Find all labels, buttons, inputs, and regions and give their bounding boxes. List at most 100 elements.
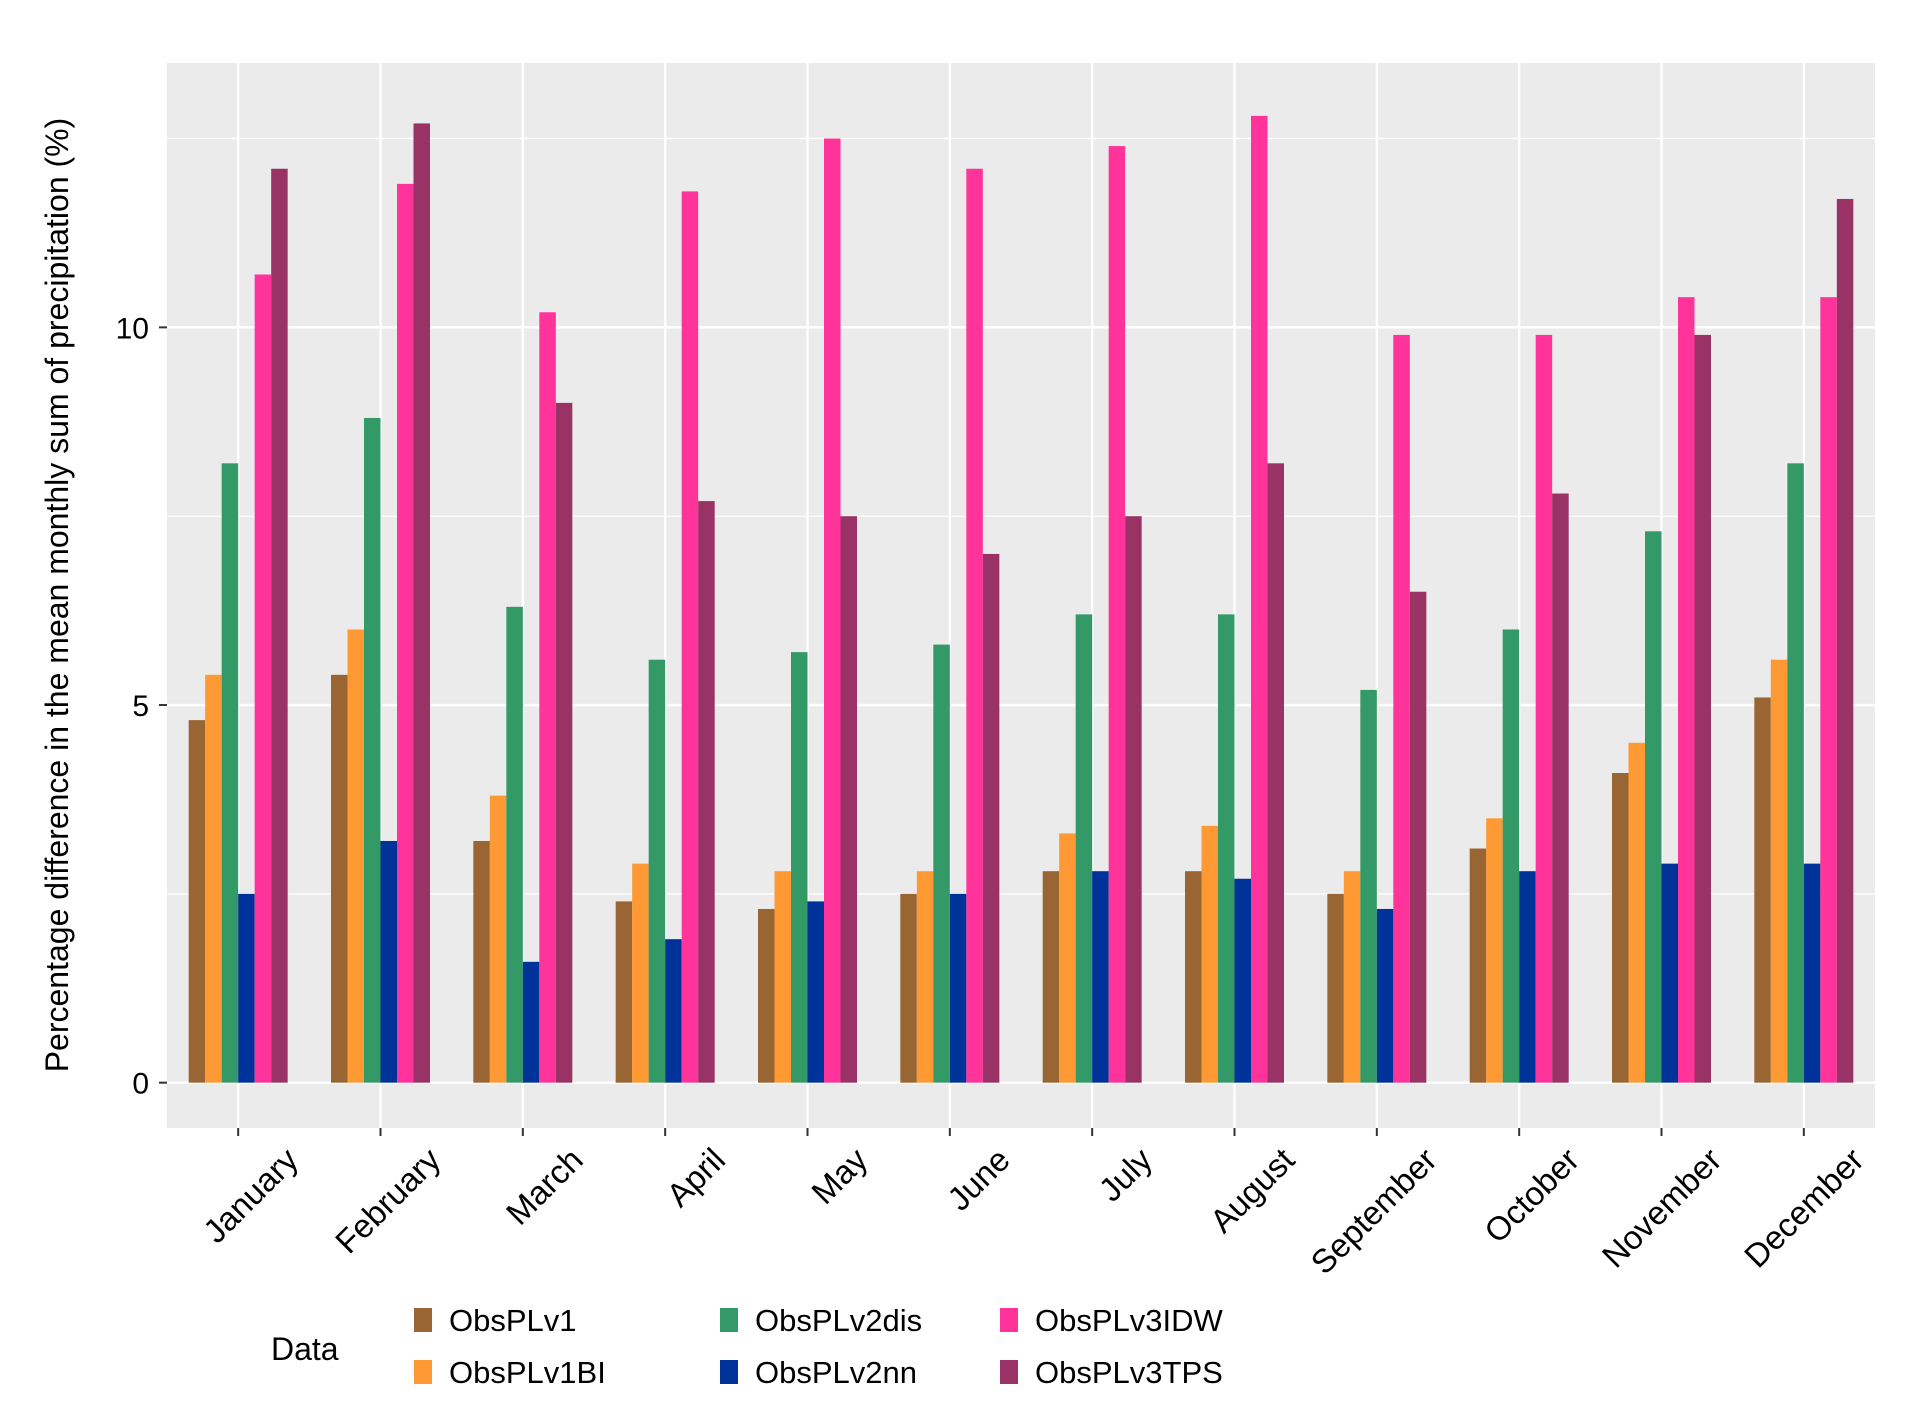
- bar: [380, 840, 397, 1083]
- legend-label: ObsPLv2nn: [755, 1355, 917, 1390]
- bar: [555, 402, 573, 1083]
- bar: [205, 674, 222, 1083]
- legend-item: ObsPLv2nn: [720, 1355, 917, 1390]
- bar: [188, 720, 206, 1083]
- bar: [933, 644, 950, 1083]
- bar: [824, 138, 841, 1083]
- bar: [254, 274, 272, 1083]
- bar: [1185, 871, 1202, 1083]
- bar: [1469, 848, 1487, 1083]
- series-ObsPLv3TPS: [271, 123, 1854, 1083]
- x-tick-label: September: [1303, 1141, 1443, 1281]
- bar: [1770, 659, 1788, 1083]
- bar: [1218, 614, 1235, 1083]
- bar: [1409, 591, 1427, 1083]
- bar: [900, 893, 917, 1083]
- series-ObsPLv1: [188, 674, 1771, 1083]
- bar: [364, 418, 381, 1083]
- bar: [1343, 871, 1361, 1083]
- bar: [522, 961, 540, 1083]
- bar: [331, 674, 348, 1083]
- bar: [1552, 493, 1569, 1083]
- series-ObsPLv2nn: [238, 840, 1821, 1083]
- bar: [506, 606, 523, 1083]
- bar: [1820, 297, 1837, 1083]
- bar: [1042, 871, 1060, 1083]
- y-axis: 0 5 10: [116, 312, 167, 1101]
- bar: [665, 939, 682, 1083]
- bar: [615, 901, 633, 1083]
- bar: [397, 183, 414, 1083]
- bar: [1092, 871, 1109, 1083]
- y-axis-title: Percentage difference in the mean monthl…: [39, 118, 75, 1073]
- bar: [1234, 878, 1251, 1083]
- bar: [473, 840, 490, 1083]
- legend-swatch: [414, 1308, 432, 1332]
- bar: [1486, 818, 1503, 1083]
- bar: [1535, 334, 1553, 1083]
- bar: [1376, 908, 1394, 1083]
- x-tick-label: August: [1203, 1141, 1302, 1240]
- legend-label: ObsPLv1: [449, 1303, 577, 1338]
- bar: [774, 871, 791, 1083]
- bar: [221, 463, 239, 1083]
- legend-item: ObsPLv1: [414, 1303, 577, 1338]
- minor-gridlines: [167, 137, 1875, 895]
- bar: [1661, 863, 1678, 1083]
- bar: [949, 893, 967, 1083]
- bar: [648, 659, 666, 1083]
- bar: [807, 901, 824, 1083]
- x-tick-label: February: [328, 1140, 448, 1260]
- y-tick-label: 5: [132, 690, 149, 723]
- legend-item: ObsPLv2dis: [720, 1303, 922, 1338]
- legend-swatch: [1000, 1308, 1018, 1332]
- bar: [681, 191, 699, 1083]
- x-tick-label: October: [1477, 1141, 1586, 1250]
- x-tick-label: April: [659, 1141, 732, 1214]
- bar: [1251, 115, 1268, 1083]
- series-ObsPLv2dis: [221, 418, 1804, 1083]
- bar: [1059, 833, 1076, 1083]
- y-tick-label: 10: [116, 312, 149, 345]
- legend-label: ObsPLv2dis: [755, 1303, 922, 1338]
- bar: [1787, 463, 1804, 1083]
- legend-label: ObsPLv3IDW: [1035, 1303, 1224, 1338]
- legend-label: ObsPLv1BI: [449, 1355, 606, 1390]
- bar: [1612, 773, 1629, 1083]
- bar: [1519, 871, 1536, 1083]
- legend-label: ObsPLv3TPS: [1035, 1355, 1223, 1390]
- bar: [1628, 742, 1645, 1083]
- bar: [1360, 689, 1377, 1083]
- x-tick-label: July: [1091, 1140, 1159, 1208]
- bar: [982, 553, 1000, 1083]
- bar: [1393, 334, 1410, 1083]
- bar: [1327, 893, 1344, 1083]
- x-tick-label: January: [196, 1140, 306, 1250]
- bar: [1502, 629, 1520, 1083]
- bar: [271, 168, 288, 1083]
- bar-series-group: [188, 115, 1854, 1083]
- legend-item: ObsPLv1BI: [414, 1355, 606, 1390]
- bar: [1108, 146, 1126, 1083]
- bar: [791, 652, 808, 1083]
- legend-swatch: [720, 1308, 738, 1332]
- bar: [238, 893, 255, 1083]
- x-axis: January February March April May June July Augu…: [196, 1128, 1871, 1281]
- x-tick-label: May: [804, 1140, 875, 1211]
- x-tick-label: November: [1595, 1141, 1729, 1275]
- bar: [698, 501, 715, 1083]
- bar: [1201, 825, 1218, 1083]
- x-tick-label: December: [1737, 1141, 1871, 1275]
- bar: [632, 863, 649, 1083]
- legend: Data ObsPLv1 ObsPLv1BI ObsPLv2dis ObsPLv2nn…: [271, 1303, 1224, 1390]
- x-tick-label: June: [940, 1141, 1017, 1218]
- legend-swatch: [720, 1360, 738, 1384]
- bar: [1645, 531, 1662, 1083]
- bar: [758, 908, 775, 1083]
- bar: [1678, 297, 1695, 1083]
- bar: [1694, 334, 1711, 1083]
- bar: [1125, 516, 1142, 1083]
- bar: [840, 516, 857, 1083]
